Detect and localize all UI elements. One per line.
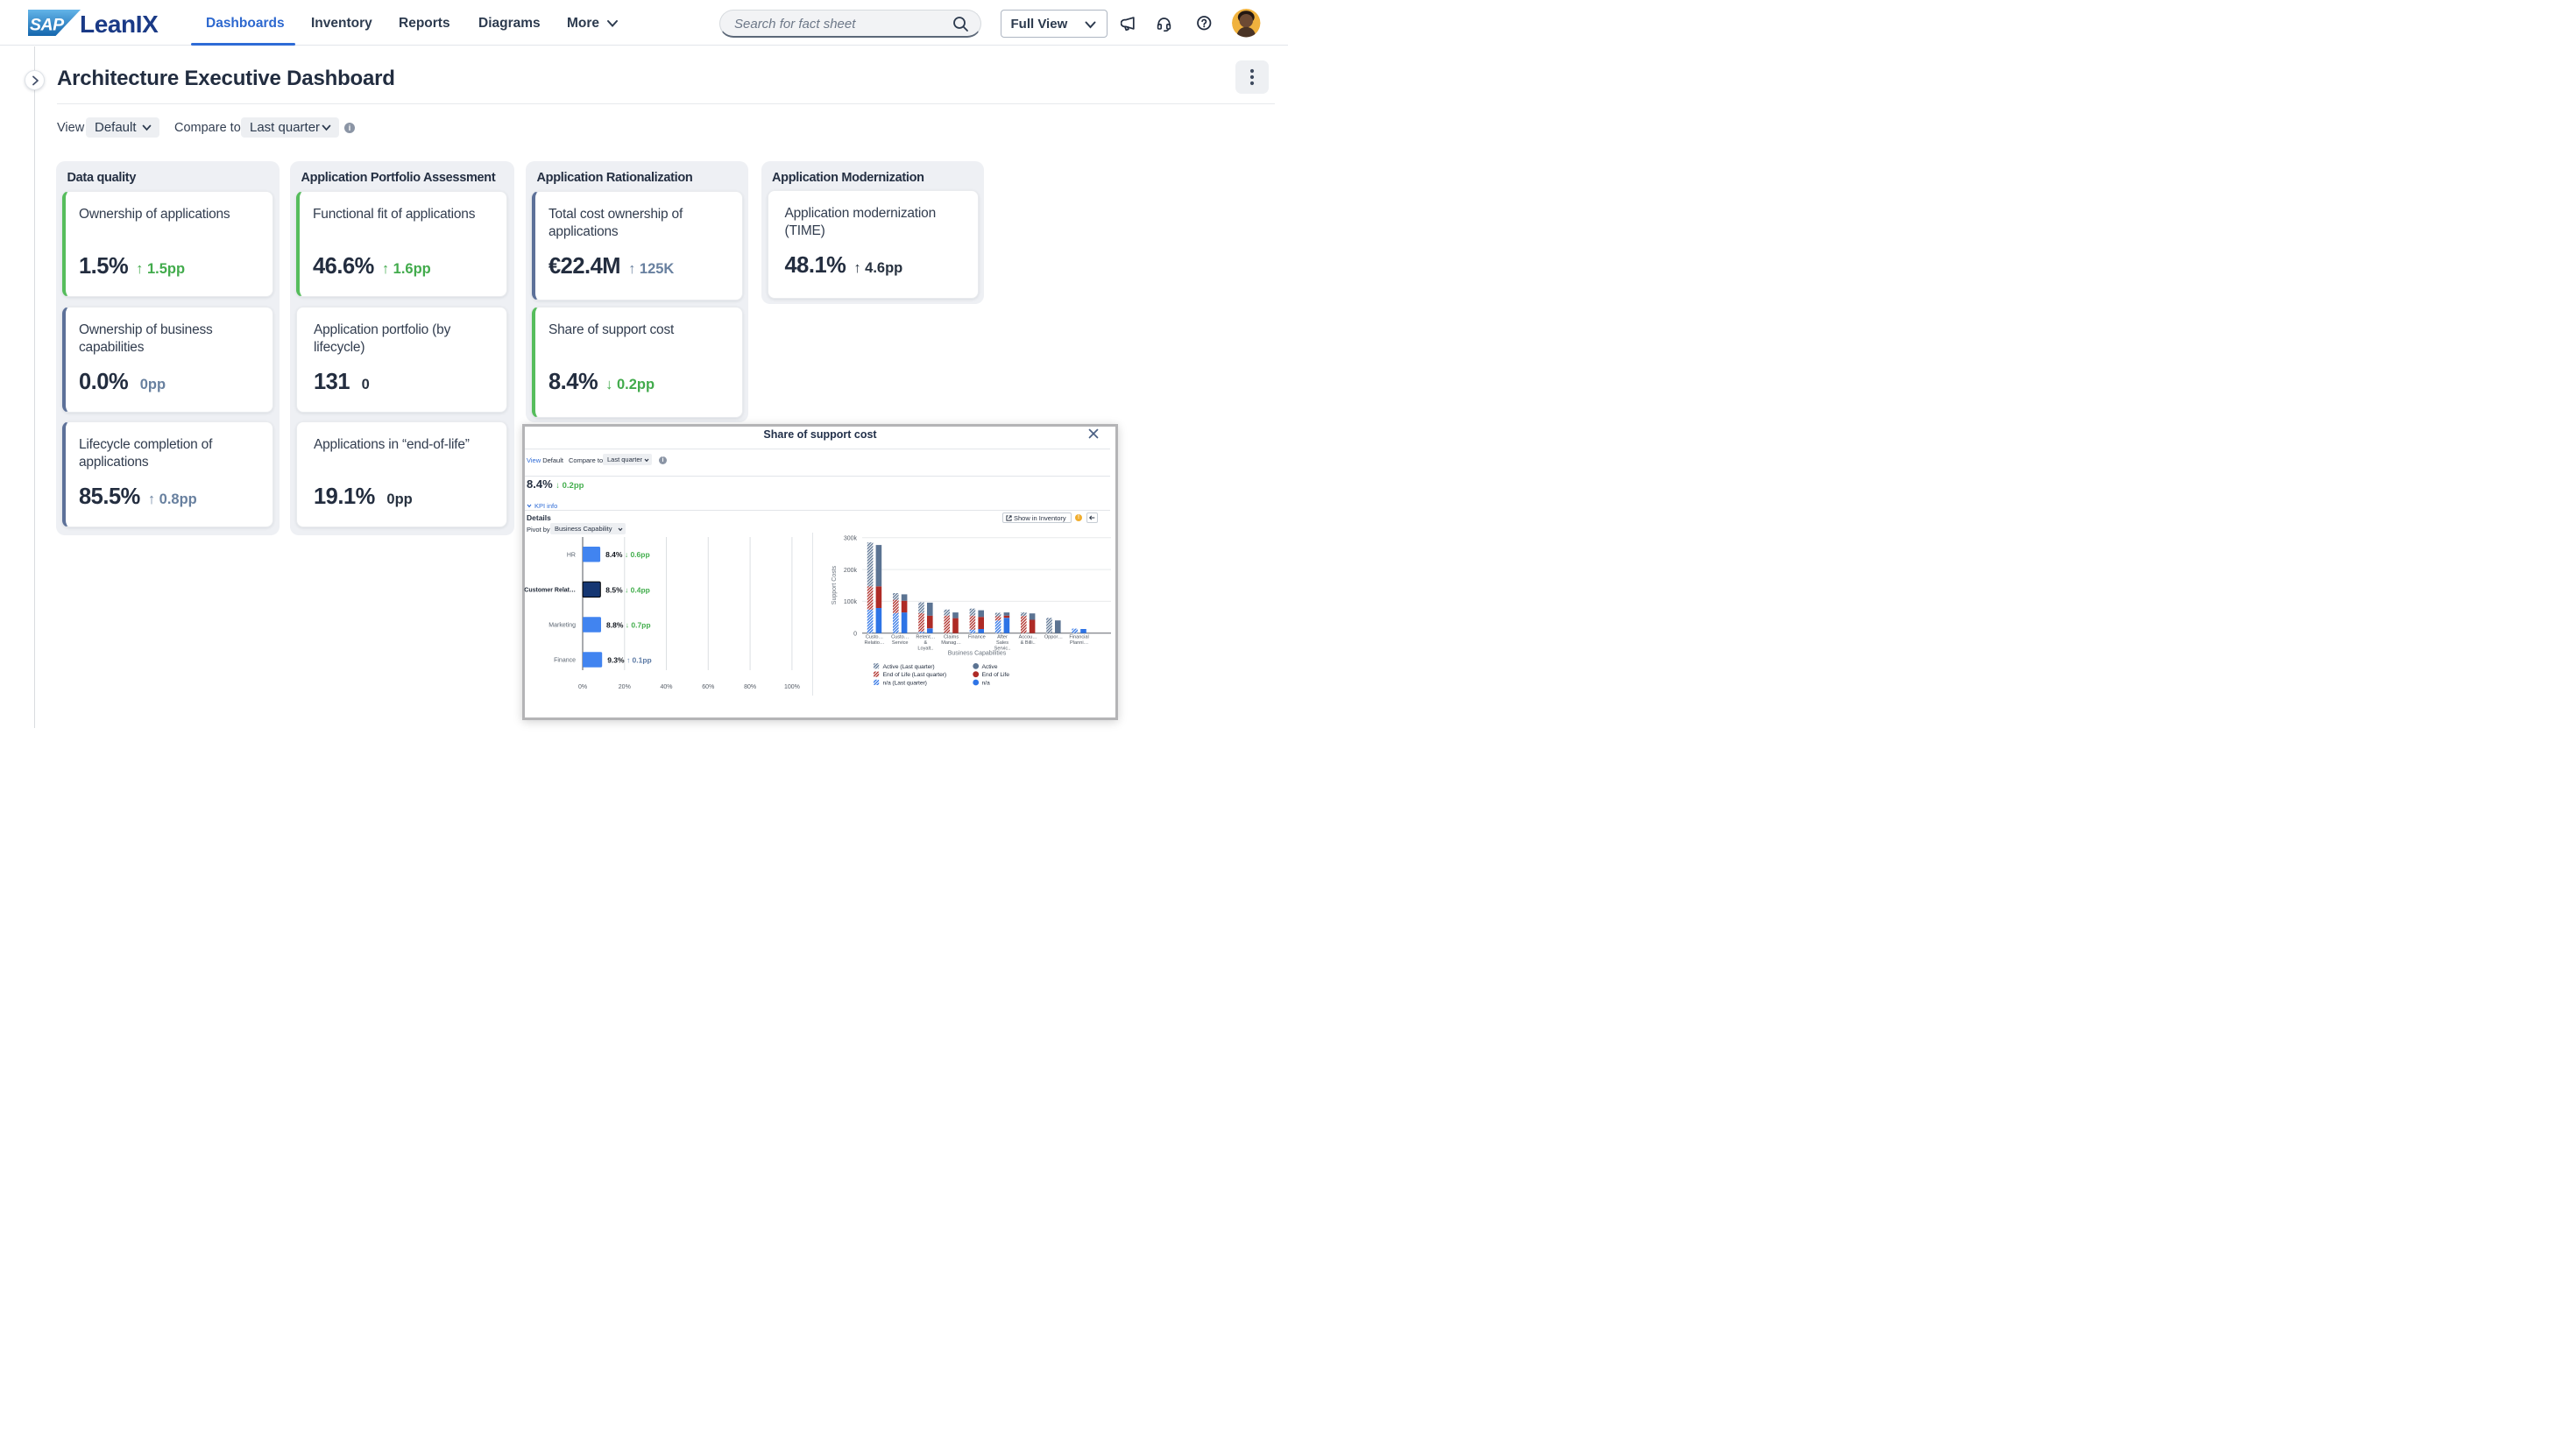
svg-text:&: & — [924, 640, 928, 646]
svg-text:8.5% ↓ 0.4pp: 8.5% ↓ 0.4pp — [605, 585, 650, 594]
svg-text:Finance: Finance — [968, 634, 986, 640]
svg-text:8.4% ↓ 0.6pp: 8.4% ↓ 0.6pp — [605, 550, 650, 559]
svg-text:Sales: Sales — [996, 640, 1008, 646]
svg-text:Planni…: Planni… — [1070, 640, 1088, 646]
svg-text:Claims: Claims — [944, 634, 959, 640]
svg-text:0%: 0% — [578, 684, 587, 690]
svg-text:8.8% ↓ 0.7pp: 8.8% ↓ 0.7pp — [606, 620, 651, 629]
svg-text:Support Costs: Support Costs — [832, 565, 838, 604]
svg-text:After: After — [997, 634, 1008, 640]
svg-text:Business Capabilities: Business Capabilities — [948, 651, 1007, 657]
svg-text:Marketing: Marketing — [548, 623, 576, 629]
svg-text:Custo…: Custo… — [866, 634, 883, 640]
svg-text:40%: 40% — [660, 684, 672, 690]
svg-text:0: 0 — [853, 632, 857, 638]
svg-text:SAP: SAP — [30, 16, 65, 35]
svg-text:Oppor…: Oppor… — [1044, 634, 1063, 640]
svg-text:n/a: n/a — [982, 680, 990, 686]
svg-text:Retent…: Retent… — [916, 634, 935, 640]
svg-text:& Billi..: & Billi.. — [1021, 640, 1037, 646]
svg-text:20%: 20% — [619, 684, 631, 690]
svg-text:9.3% ↑ 0.1pp: 9.3% ↑ 0.1pp — [607, 655, 652, 664]
svg-text:Active: Active — [982, 664, 998, 670]
svg-text:Servic..: Servic.. — [994, 647, 1011, 652]
svg-text:60%: 60% — [702, 684, 714, 690]
svg-text:Finance: Finance — [554, 658, 576, 664]
svg-text:Financial: Financial — [1069, 634, 1088, 640]
svg-text:End of Life (Last quarter): End of Life (Last quarter) — [883, 672, 947, 678]
svg-text:n/a (Last quarter): n/a (Last quarter) — [883, 680, 927, 686]
svg-text:300k: 300k — [844, 536, 858, 542]
svg-text:Relatio…: Relatio… — [864, 640, 884, 646]
svg-text:End of Life: End of Life — [982, 672, 1010, 678]
svg-text:100k: 100k — [844, 599, 858, 605]
svg-text:80%: 80% — [744, 684, 756, 690]
svg-text:Customer Relat…: Customer Relat… — [524, 588, 576, 594]
svg-text:200k: 200k — [844, 568, 858, 574]
svg-text:Service: Service — [892, 640, 909, 646]
svg-text:Loyalt..: Loyalt.. — [917, 647, 933, 652]
svg-text:HR: HR — [567, 552, 576, 558]
svg-text:Accou…: Accou… — [1019, 634, 1037, 640]
svg-text:Active (Last quarter): Active (Last quarter) — [883, 664, 935, 670]
svg-text:Custo…: Custo… — [891, 634, 909, 640]
svg-text:Manag…: Manag… — [941, 640, 961, 646]
svg-text:100%: 100% — [784, 684, 800, 690]
